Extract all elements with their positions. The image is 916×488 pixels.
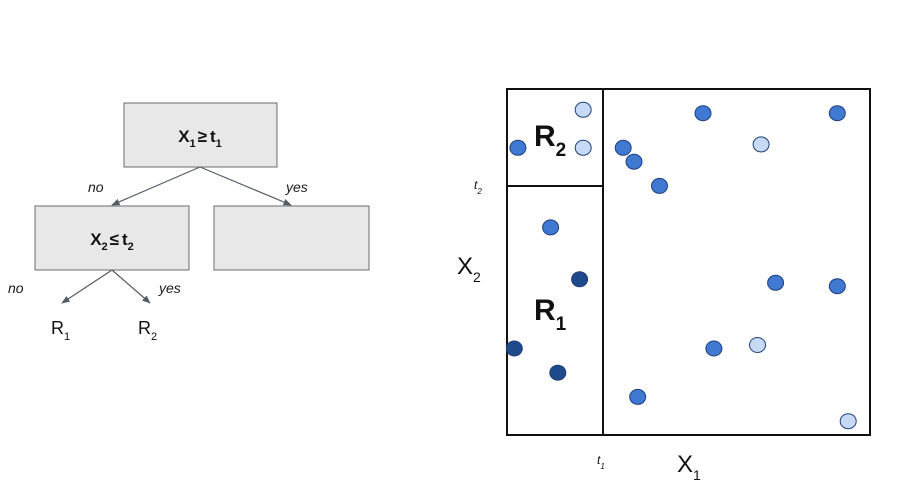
data-point-medium xyxy=(651,177,668,194)
root-node-condition: X1 ≥ t1 xyxy=(178,127,222,150)
data-point-medium xyxy=(828,105,846,122)
data-point-dark xyxy=(549,364,567,381)
data-point-light xyxy=(574,139,592,156)
region-label-r1: R1 xyxy=(534,294,567,335)
edge-left-yes xyxy=(111,269,151,304)
decision-tree: X1 ≥ t1 X2 ≤ t2 no yes no yes R1 R2 xyxy=(8,102,370,343)
data-point-light xyxy=(839,413,857,430)
partition-plot: R2 R1 t2 t1 X2 X1 xyxy=(457,88,871,483)
data-point-medium xyxy=(614,139,632,156)
branch-label-left-no: no xyxy=(8,280,24,296)
right-node-box xyxy=(213,205,370,271)
data-points xyxy=(505,101,857,430)
threshold-label-t2: t2 xyxy=(474,178,482,196)
data-point-light xyxy=(749,337,766,353)
branch-label-root-no: no xyxy=(88,179,104,195)
left-node-condition: X2 ≤ t2 xyxy=(90,230,134,253)
plot-frame xyxy=(506,88,871,436)
root-node-box xyxy=(123,102,278,168)
region-label-r2: R2 xyxy=(534,120,566,161)
x-axis-label: X1 xyxy=(677,451,701,483)
data-point-light xyxy=(574,101,592,118)
edge-root-yes xyxy=(199,166,292,206)
data-point-light xyxy=(752,136,770,153)
data-point-medium xyxy=(828,278,846,295)
left-node-box xyxy=(34,205,190,271)
threshold-label-t1: t1 xyxy=(597,453,605,471)
data-point-dark xyxy=(571,271,589,288)
branch-label-root-yes: yes xyxy=(285,179,308,195)
edge-left-no xyxy=(61,269,113,304)
data-point-medium xyxy=(509,139,527,156)
y-axis-label: X2 xyxy=(457,253,481,285)
data-point-medium xyxy=(705,340,723,357)
leaf-r1: R1 xyxy=(51,318,70,343)
data-point-medium xyxy=(694,105,712,122)
data-point-medium xyxy=(542,219,560,236)
data-point-medium xyxy=(629,388,647,405)
data-point-medium xyxy=(625,153,643,170)
branch-label-left-yes: yes xyxy=(158,280,181,296)
data-point-dark xyxy=(505,340,523,357)
edge-root-no xyxy=(111,166,201,206)
leaf-r2: R2 xyxy=(138,318,157,343)
data-point-medium xyxy=(767,274,785,291)
